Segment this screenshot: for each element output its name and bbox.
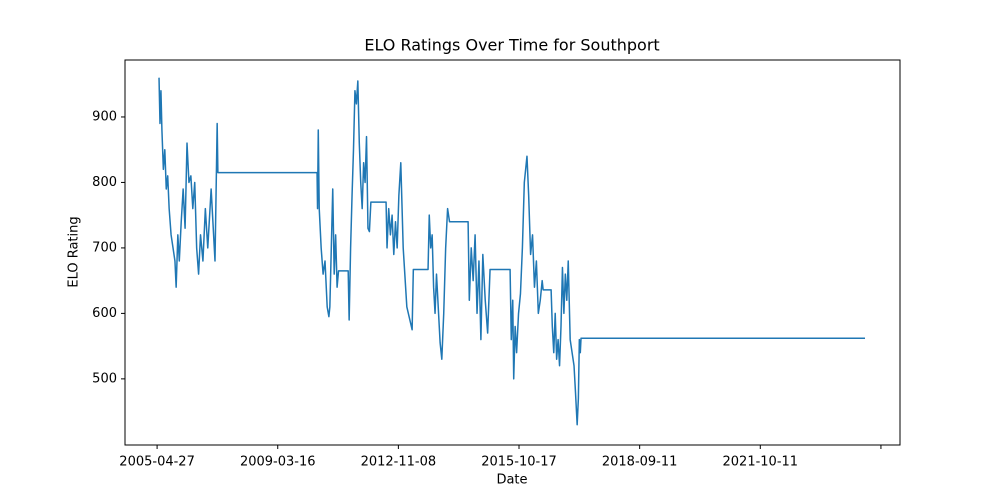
x-tick-label: 2015-10-17 [481,455,557,470]
x-tick-label: 2005-04-27 [119,455,195,470]
plot-frame [124,59,901,446]
x-axis-label: Date [496,473,527,488]
x-tick-label: 2009-03-16 [240,455,316,470]
y-tick-label: 600 [92,306,117,321]
x-tick-label: 2021-10-11 [723,455,799,470]
y-tick-label: 900 [92,109,117,124]
line-series [158,77,866,426]
x-tick-label: 2018-09-11 [602,455,678,470]
y-tick-label: 500 [92,371,117,386]
y-axis-label: ELO Rating [67,216,82,287]
y-tick-label: 800 [92,175,117,190]
chart-title: ELO Ratings Over Time for Southport [364,36,659,55]
x-tick-label: 2012-11-08 [361,455,437,470]
y-tick-label: 700 [92,240,117,255]
